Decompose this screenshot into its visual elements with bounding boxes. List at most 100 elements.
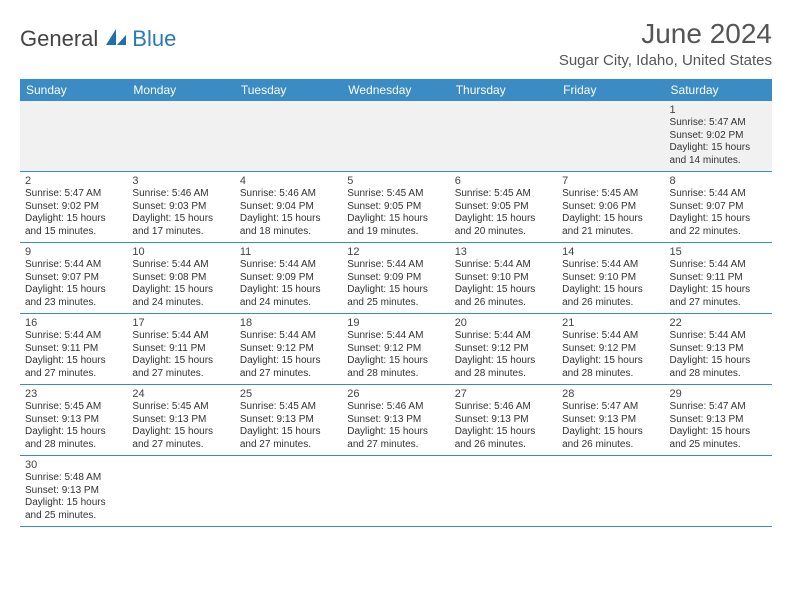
calendar-day-cell: 9Sunrise: 5:44 AMSunset: 9:07 PMDaylight… bbox=[20, 243, 127, 314]
weekday-header: Saturday bbox=[665, 79, 772, 101]
day-info: Sunrise: 5:47 AMSunset: 9:02 PMDaylight:… bbox=[25, 188, 122, 238]
day-info: Sunrise: 5:47 AMSunset: 9:02 PMDaylight:… bbox=[670, 117, 767, 167]
header: General Blue June 2024 Sugar City, Idaho… bbox=[20, 18, 772, 69]
day-number: 16 bbox=[25, 317, 122, 329]
day-info: Sunrise: 5:44 AMSunset: 9:12 PMDaylight:… bbox=[562, 330, 659, 380]
day-number: 26 bbox=[347, 388, 444, 400]
day-info: Sunrise: 5:44 AMSunset: 9:08 PMDaylight:… bbox=[132, 259, 229, 309]
brand-text-1: General bbox=[20, 26, 98, 52]
day-info: Sunrise: 5:44 AMSunset: 9:12 PMDaylight:… bbox=[240, 330, 337, 380]
weekday-header: Sunday bbox=[20, 79, 127, 101]
calendar-day-cell: 7Sunrise: 5:45 AMSunset: 9:06 PMDaylight… bbox=[557, 172, 664, 243]
calendar-day-cell: 1Sunrise: 5:47 AMSunset: 9:02 PMDaylight… bbox=[665, 101, 772, 172]
calendar-empty-cell bbox=[127, 456, 234, 527]
day-number: 12 bbox=[347, 246, 444, 258]
day-info: Sunrise: 5:44 AMSunset: 9:12 PMDaylight:… bbox=[347, 330, 444, 380]
weekday-header: Thursday bbox=[450, 79, 557, 101]
calendar-day-cell: 13Sunrise: 5:44 AMSunset: 9:10 PMDayligh… bbox=[450, 243, 557, 314]
day-info: Sunrise: 5:44 AMSunset: 9:09 PMDaylight:… bbox=[347, 259, 444, 309]
day-number: 15 bbox=[670, 246, 767, 258]
day-info: Sunrise: 5:44 AMSunset: 9:12 PMDaylight:… bbox=[455, 330, 552, 380]
day-info: Sunrise: 5:45 AMSunset: 9:13 PMDaylight:… bbox=[240, 401, 337, 451]
calendar-table: SundayMondayTuesdayWednesdayThursdayFrid… bbox=[20, 79, 772, 527]
day-info: Sunrise: 5:45 AMSunset: 9:05 PMDaylight:… bbox=[455, 188, 552, 238]
calendar-row: 23Sunrise: 5:45 AMSunset: 9:13 PMDayligh… bbox=[20, 385, 772, 456]
calendar-day-cell: 12Sunrise: 5:44 AMSunset: 9:09 PMDayligh… bbox=[342, 243, 449, 314]
day-info: Sunrise: 5:44 AMSunset: 9:10 PMDaylight:… bbox=[562, 259, 659, 309]
day-number: 1 bbox=[670, 104, 767, 116]
day-info: Sunrise: 5:45 AMSunset: 9:06 PMDaylight:… bbox=[562, 188, 659, 238]
day-info: Sunrise: 5:45 AMSunset: 9:13 PMDaylight:… bbox=[25, 401, 122, 451]
calendar-row: 2Sunrise: 5:47 AMSunset: 9:02 PMDaylight… bbox=[20, 172, 772, 243]
calendar-empty-cell bbox=[342, 101, 449, 172]
weekday-header: Tuesday bbox=[235, 79, 342, 101]
day-number: 25 bbox=[240, 388, 337, 400]
calendar-day-cell: 14Sunrise: 5:44 AMSunset: 9:10 PMDayligh… bbox=[557, 243, 664, 314]
day-number: 14 bbox=[562, 246, 659, 258]
calendar-day-cell: 27Sunrise: 5:46 AMSunset: 9:13 PMDayligh… bbox=[450, 385, 557, 456]
day-number: 4 bbox=[240, 175, 337, 187]
day-info: Sunrise: 5:46 AMSunset: 9:04 PMDaylight:… bbox=[240, 188, 337, 238]
calendar-empty-cell bbox=[665, 456, 772, 527]
calendar-empty-cell bbox=[450, 101, 557, 172]
day-number: 28 bbox=[562, 388, 659, 400]
weekday-header: Wednesday bbox=[342, 79, 449, 101]
calendar-empty-cell bbox=[557, 456, 664, 527]
day-info: Sunrise: 5:44 AMSunset: 9:13 PMDaylight:… bbox=[670, 330, 767, 380]
calendar-empty-cell bbox=[235, 101, 342, 172]
calendar-row: 16Sunrise: 5:44 AMSunset: 9:11 PMDayligh… bbox=[20, 314, 772, 385]
day-info: Sunrise: 5:44 AMSunset: 9:11 PMDaylight:… bbox=[132, 330, 229, 380]
calendar-day-cell: 5Sunrise: 5:45 AMSunset: 9:05 PMDaylight… bbox=[342, 172, 449, 243]
brand-logo: General Blue bbox=[20, 26, 176, 52]
calendar-empty-cell bbox=[342, 456, 449, 527]
day-info: Sunrise: 5:44 AMSunset: 9:11 PMDaylight:… bbox=[25, 330, 122, 380]
weekday-header: Friday bbox=[557, 79, 664, 101]
day-info: Sunrise: 5:44 AMSunset: 9:10 PMDaylight:… bbox=[455, 259, 552, 309]
calendar-day-cell: 20Sunrise: 5:44 AMSunset: 9:12 PMDayligh… bbox=[450, 314, 557, 385]
calendar-day-cell: 29Sunrise: 5:47 AMSunset: 9:13 PMDayligh… bbox=[665, 385, 772, 456]
day-number: 27 bbox=[455, 388, 552, 400]
day-info: Sunrise: 5:46 AMSunset: 9:13 PMDaylight:… bbox=[347, 401, 444, 451]
calendar-day-cell: 10Sunrise: 5:44 AMSunset: 9:08 PMDayligh… bbox=[127, 243, 234, 314]
day-number: 10 bbox=[132, 246, 229, 258]
day-number: 3 bbox=[132, 175, 229, 187]
day-number: 5 bbox=[347, 175, 444, 187]
calendar-empty-cell bbox=[557, 101, 664, 172]
day-info: Sunrise: 5:47 AMSunset: 9:13 PMDaylight:… bbox=[562, 401, 659, 451]
day-number: 13 bbox=[455, 246, 552, 258]
day-info: Sunrise: 5:44 AMSunset: 9:11 PMDaylight:… bbox=[670, 259, 767, 309]
calendar-day-cell: 21Sunrise: 5:44 AMSunset: 9:12 PMDayligh… bbox=[557, 314, 664, 385]
calendar-day-cell: 24Sunrise: 5:45 AMSunset: 9:13 PMDayligh… bbox=[127, 385, 234, 456]
calendar-day-cell: 30Sunrise: 5:48 AMSunset: 9:13 PMDayligh… bbox=[20, 456, 127, 527]
day-info: Sunrise: 5:47 AMSunset: 9:13 PMDaylight:… bbox=[670, 401, 767, 451]
day-info: Sunrise: 5:44 AMSunset: 9:07 PMDaylight:… bbox=[670, 188, 767, 238]
day-info: Sunrise: 5:46 AMSunset: 9:03 PMDaylight:… bbox=[132, 188, 229, 238]
calendar-day-cell: 25Sunrise: 5:45 AMSunset: 9:13 PMDayligh… bbox=[235, 385, 342, 456]
calendar-day-cell: 28Sunrise: 5:47 AMSunset: 9:13 PMDayligh… bbox=[557, 385, 664, 456]
day-number: 19 bbox=[347, 317, 444, 329]
day-number: 7 bbox=[562, 175, 659, 187]
day-number: 20 bbox=[455, 317, 552, 329]
calendar-day-cell: 3Sunrise: 5:46 AMSunset: 9:03 PMDaylight… bbox=[127, 172, 234, 243]
title-block: June 2024 Sugar City, Idaho, United Stat… bbox=[559, 18, 772, 69]
calendar-day-cell: 6Sunrise: 5:45 AMSunset: 9:05 PMDaylight… bbox=[450, 172, 557, 243]
calendar-day-cell: 16Sunrise: 5:44 AMSunset: 9:11 PMDayligh… bbox=[20, 314, 127, 385]
day-info: Sunrise: 5:45 AMSunset: 9:13 PMDaylight:… bbox=[132, 401, 229, 451]
day-number: 11 bbox=[240, 246, 337, 258]
calendar-day-cell: 11Sunrise: 5:44 AMSunset: 9:09 PMDayligh… bbox=[235, 243, 342, 314]
day-number: 23 bbox=[25, 388, 122, 400]
day-number: 30 bbox=[25, 459, 122, 471]
calendar-day-cell: 26Sunrise: 5:46 AMSunset: 9:13 PMDayligh… bbox=[342, 385, 449, 456]
calendar-day-cell: 8Sunrise: 5:44 AMSunset: 9:07 PMDaylight… bbox=[665, 172, 772, 243]
calendar-empty-cell bbox=[20, 101, 127, 172]
calendar-day-cell: 23Sunrise: 5:45 AMSunset: 9:13 PMDayligh… bbox=[20, 385, 127, 456]
day-info: Sunrise: 5:46 AMSunset: 9:13 PMDaylight:… bbox=[455, 401, 552, 451]
day-number: 24 bbox=[132, 388, 229, 400]
day-info: Sunrise: 5:48 AMSunset: 9:13 PMDaylight:… bbox=[25, 472, 122, 522]
day-number: 21 bbox=[562, 317, 659, 329]
day-number: 22 bbox=[670, 317, 767, 329]
day-info: Sunrise: 5:45 AMSunset: 9:05 PMDaylight:… bbox=[347, 188, 444, 238]
day-info: Sunrise: 5:44 AMSunset: 9:09 PMDaylight:… bbox=[240, 259, 337, 309]
calendar-day-cell: 19Sunrise: 5:44 AMSunset: 9:12 PMDayligh… bbox=[342, 314, 449, 385]
day-number: 2 bbox=[25, 175, 122, 187]
